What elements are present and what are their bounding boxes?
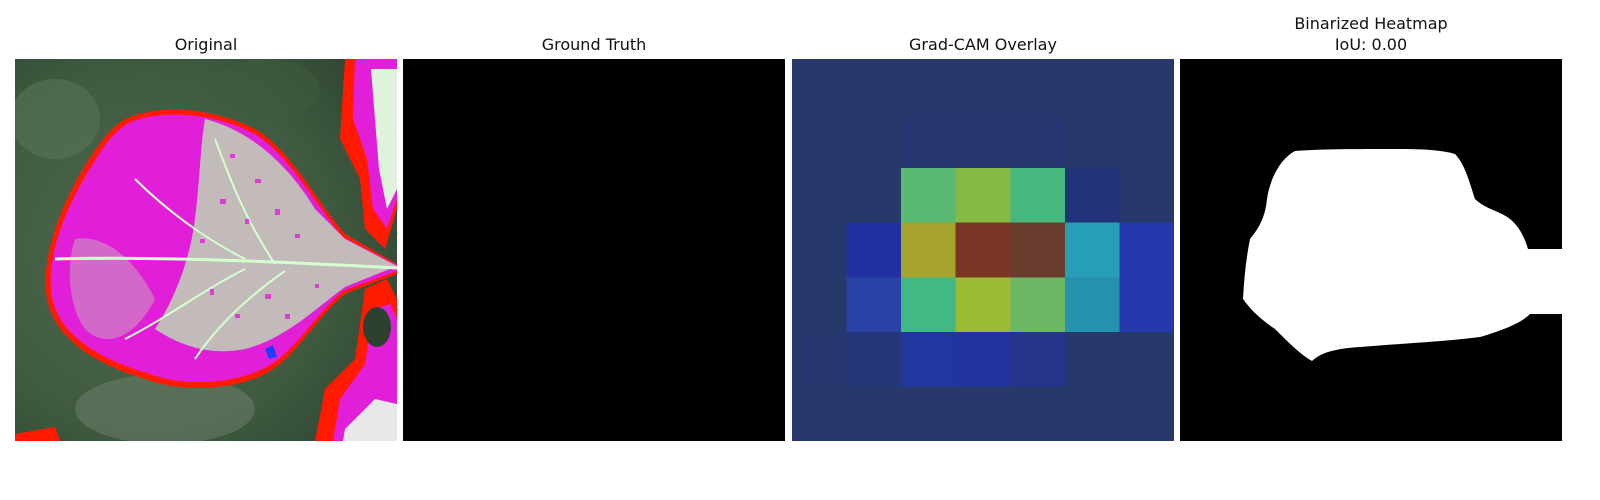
panel-gradcam: Grad-CAM Overlay xyxy=(792,0,1174,500)
binarized-image xyxy=(1180,59,1562,441)
binarized-title: Binarized Heatmap xyxy=(1294,14,1448,33)
ground-truth-image xyxy=(403,59,785,441)
original-title: Original xyxy=(174,35,238,54)
panel-ground-truth: Ground Truth xyxy=(403,0,785,500)
gradcam-image xyxy=(792,59,1174,441)
iou-label: IoU: 0.00 xyxy=(1334,35,1408,54)
gradcam-title: Grad-CAM Overlay xyxy=(909,35,1057,54)
panel-original: Original xyxy=(15,0,397,500)
panel-binarized: Binarized Heatmap IoU: 0.00 xyxy=(1180,0,1562,500)
ground-truth-title: Ground Truth xyxy=(541,35,647,54)
original-image xyxy=(15,59,397,441)
